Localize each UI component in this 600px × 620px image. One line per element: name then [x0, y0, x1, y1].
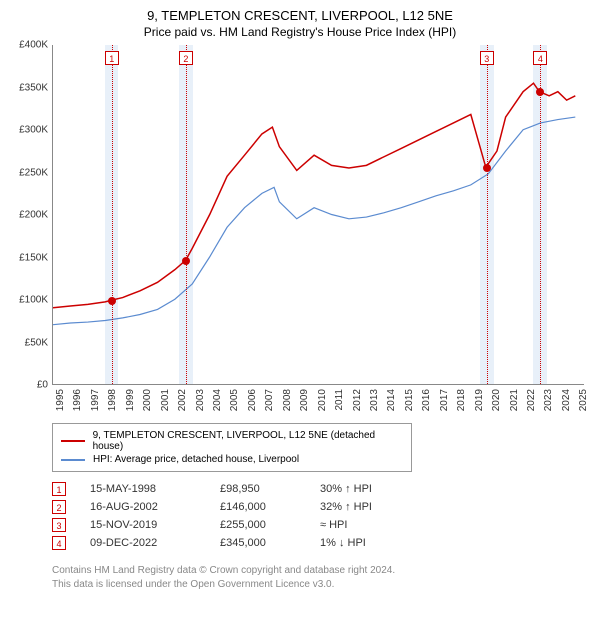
x-tick-label: 2006 [247, 389, 258, 411]
y-tick-label: £100K [19, 295, 48, 306]
row-num-box: 2 [52, 500, 66, 514]
chart-area: £0£50K£100K£150K£200K£250K£300K£350K£400… [8, 45, 592, 415]
y-tick-label: £150K [19, 252, 48, 263]
transaction-dot [536, 88, 544, 96]
x-tick-label: 2022 [526, 389, 537, 411]
line-layer [53, 45, 584, 384]
x-tick-label: 2017 [439, 389, 450, 411]
x-tick-label: 2025 [578, 389, 589, 411]
x-tick-label: 1998 [107, 389, 118, 411]
x-tick-label: 2007 [264, 389, 275, 411]
x-axis-labels: 1995 1996 1997 1998 1999 2000 2001 2002 2003 2004… [52, 385, 584, 415]
row-date: 16-AUG-2002 [90, 501, 220, 513]
x-tick-label: 2005 [229, 389, 240, 411]
legend-row: HPI: Average price, detached house, Live… [61, 454, 403, 465]
row-pct: ≈ HPI [320, 519, 440, 531]
y-axis-labels: £0£50K£100K£150K£200K£250K£300K£350K£400… [8, 45, 52, 385]
x-tick-label: 2014 [386, 389, 397, 411]
row-num-box: 3 [52, 518, 66, 532]
x-tick-label: 2024 [561, 389, 572, 411]
series-line [53, 83, 575, 308]
x-tick-label: 2020 [491, 389, 502, 411]
x-tick-label: 2009 [299, 389, 310, 411]
x-tick-label: 2018 [456, 389, 467, 411]
plot-region: 1 2 3 4 [52, 45, 584, 385]
transaction-dot [483, 164, 491, 172]
footer-line-1: Contains HM Land Registry data © Crown c… [52, 564, 592, 578]
transaction-vline [112, 45, 113, 384]
row-price: £146,000 [220, 501, 320, 513]
footer-line-2: This data is licensed under the Open Gov… [52, 578, 592, 592]
legend-swatch [61, 459, 85, 461]
title-block: 9, TEMPLETON CRESCENT, LIVERPOOL, L12 5N… [8, 8, 592, 39]
transaction-vline [186, 45, 187, 384]
x-tick-label: 1995 [55, 389, 66, 411]
row-num-box: 1 [52, 482, 66, 496]
y-tick-label: £0 [37, 380, 48, 391]
x-tick-label: 2002 [177, 389, 188, 411]
transaction-vline [540, 45, 541, 384]
x-tick-label: 2015 [404, 389, 415, 411]
row-price: £255,000 [220, 519, 320, 531]
x-tick-label: 2011 [334, 389, 345, 411]
row-pct: 30% ↑ HPI [320, 483, 440, 495]
legend-swatch [61, 440, 85, 442]
x-tick-label: 1999 [125, 389, 136, 411]
chart-subtitle: Price paid vs. HM Land Registry's House … [8, 25, 592, 39]
x-tick-label: 2008 [282, 389, 293, 411]
row-date: 15-NOV-2019 [90, 519, 220, 531]
x-tick-label: 2013 [369, 389, 380, 411]
transaction-vline [487, 45, 488, 384]
row-num-box: 4 [52, 536, 66, 550]
row-date: 15-MAY-1998 [90, 483, 220, 495]
x-tick-label: 2019 [474, 389, 485, 411]
row-pct: 1% ↓ HPI [320, 537, 440, 549]
legend-label: HPI: Average price, detached house, Live… [93, 454, 299, 465]
y-tick-label: £300K [19, 125, 48, 136]
row-price: £345,000 [220, 537, 320, 549]
y-tick-label: £50K [25, 337, 48, 348]
transaction-row: 1 15-MAY-1998£98,95030% ↑ HPI [52, 482, 592, 496]
y-tick-label: £350K [19, 82, 48, 93]
row-price: £98,950 [220, 483, 320, 495]
y-tick-label: £250K [19, 167, 48, 178]
y-tick-label: £400K [19, 40, 48, 51]
x-tick-label: 2021 [509, 389, 520, 411]
transaction-marker-4: 4 [533, 51, 547, 65]
row-pct: 32% ↑ HPI [320, 501, 440, 513]
x-tick-label: 2004 [212, 389, 223, 411]
row-date: 09-DEC-2022 [90, 537, 220, 549]
legend-label: 9, TEMPLETON CRESCENT, LIVERPOOL, L12 5N… [93, 430, 403, 452]
y-tick-label: £200K [19, 210, 48, 221]
x-tick-label: 2003 [195, 389, 206, 411]
x-tick-label: 2016 [421, 389, 432, 411]
chart-legend: 9, TEMPLETON CRESCENT, LIVERPOOL, L12 5N… [52, 423, 412, 472]
transaction-row: 3 15-NOV-2019£255,000≈ HPI [52, 518, 592, 532]
transaction-row: 2 16-AUG-2002£146,00032% ↑ HPI [52, 500, 592, 514]
x-tick-label: 2000 [142, 389, 153, 411]
transaction-marker-1: 1 [105, 51, 119, 65]
chart-title: 9, TEMPLETON CRESCENT, LIVERPOOL, L12 5N… [8, 8, 592, 23]
x-tick-label: 2023 [543, 389, 554, 411]
transaction-dot [182, 257, 190, 265]
x-tick-label: 2012 [352, 389, 363, 411]
x-tick-label: 2010 [317, 389, 328, 411]
transaction-marker-2: 2 [179, 51, 193, 65]
x-tick-label: 1997 [90, 389, 101, 411]
transaction-row: 4 09-DEC-2022£345,0001% ↓ HPI [52, 536, 592, 550]
transaction-marker-3: 3 [480, 51, 494, 65]
x-tick-label: 2001 [160, 389, 171, 411]
x-tick-label: 1996 [72, 389, 83, 411]
transaction-table: 1 15-MAY-1998£98,95030% ↑ HPI 2 16-AUG-2002… [52, 482, 592, 550]
transaction-dot [108, 297, 116, 305]
footer-attribution: Contains HM Land Registry data © Crown c… [52, 564, 592, 592]
legend-row: 9, TEMPLETON CRESCENT, LIVERPOOL, L12 5N… [61, 430, 403, 452]
